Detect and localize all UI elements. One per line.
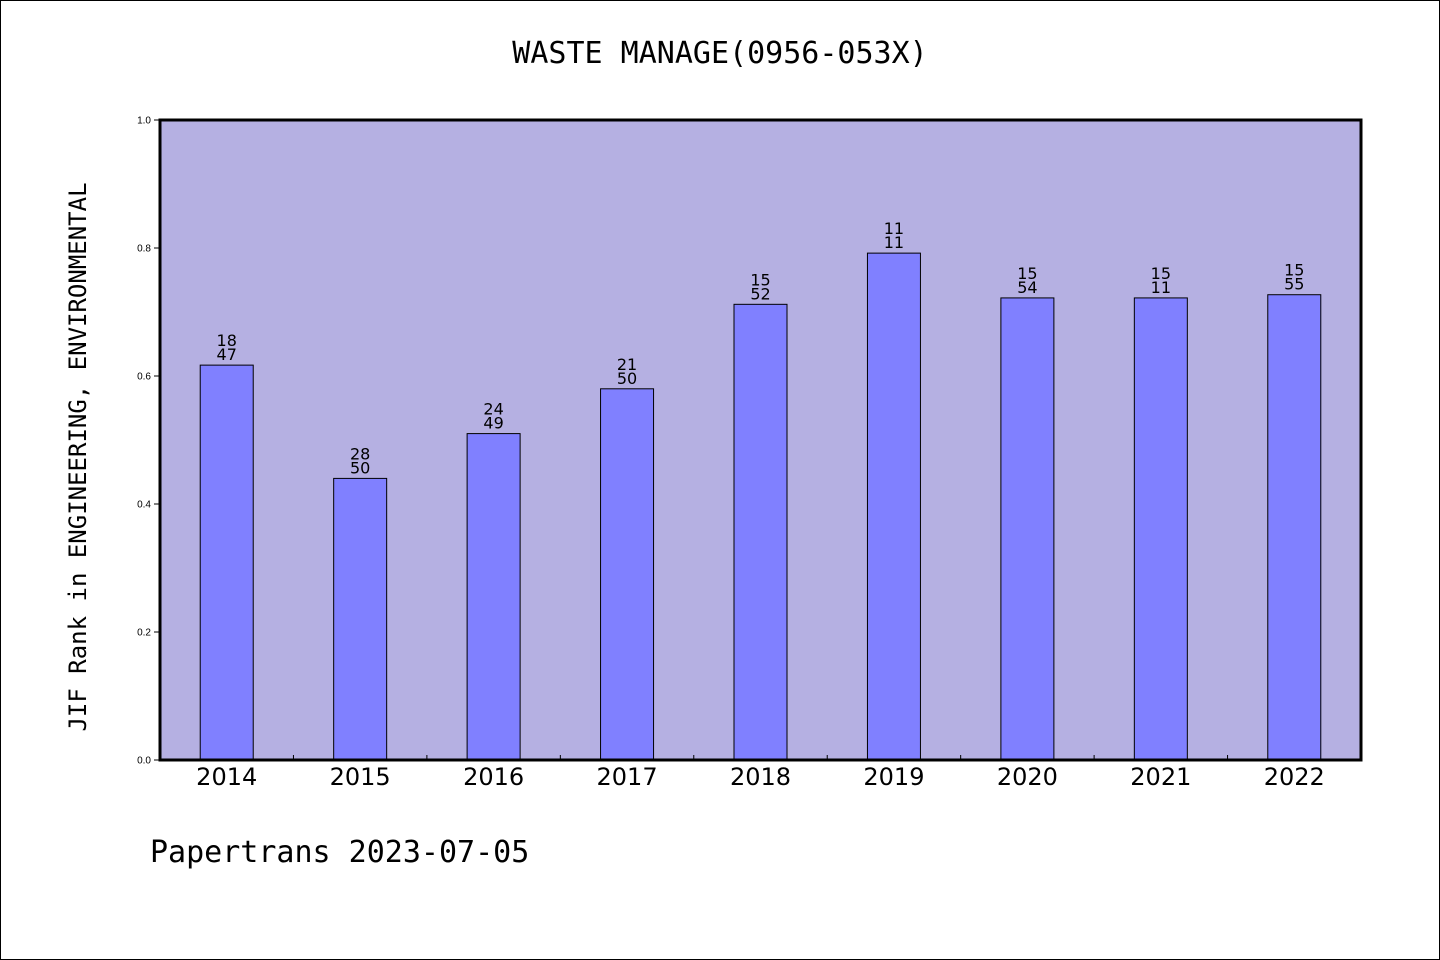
- bar-2019: [866, 252, 921, 761]
- bar-2018: [733, 303, 788, 761]
- bar-rank-label: 28: [350, 444, 370, 463]
- bar-total-label: 49: [483, 414, 503, 433]
- bar-total-label: 50: [350, 458, 370, 477]
- bar-total-label: 55: [1284, 275, 1304, 294]
- bar-2021: [1133, 297, 1188, 761]
- bar-2020: [1000, 297, 1055, 761]
- x-tick-label: 2014: [196, 763, 257, 791]
- bar-total-label: 11: [1151, 278, 1171, 297]
- bar-2014: [199, 364, 254, 761]
- bar-rank-label: 15: [1284, 261, 1304, 280]
- bar-2017: [600, 388, 655, 761]
- x-tick-label: 2021: [1130, 763, 1191, 791]
- y-tick-label: 0.6: [137, 372, 151, 383]
- bar-rank-label: 11: [884, 219, 904, 238]
- bar-rank-label: 24: [483, 400, 503, 419]
- bar-rank-label: 18: [217, 331, 237, 350]
- bar-total-label: 50: [617, 369, 637, 388]
- bar-rank-label: 15: [1017, 264, 1037, 283]
- plot-border: [158, 118, 1363, 762]
- y-tick-label: 0.8: [137, 244, 151, 255]
- bar-2022: [1267, 294, 1322, 761]
- x-tick-label: 2015: [330, 763, 391, 791]
- x-tick-label: 2020: [997, 763, 1058, 791]
- bar-total-label: 54: [1017, 278, 1037, 297]
- footer-credit: Papertrans 2023-07-05: [150, 835, 530, 870]
- bar-total-label: 47: [217, 345, 237, 364]
- x-tick-label: 2022: [1264, 763, 1325, 791]
- x-tick-label: 2019: [863, 763, 924, 791]
- y-tick-label: 0.4: [137, 500, 151, 511]
- bar-total-label: 52: [750, 284, 770, 303]
- bar-rank-label: 15: [750, 270, 770, 289]
- bar-2016: [466, 433, 521, 761]
- bar-total-label: 11: [884, 233, 904, 252]
- x-tick-label: 2017: [597, 763, 658, 791]
- y-tick-label: 0.0: [137, 756, 151, 767]
- bar-rank-label: 15: [1151, 264, 1171, 283]
- y-tick-label: 0.2: [137, 628, 151, 639]
- chart-title: WASTE MANAGE(0956-053X): [512, 36, 928, 71]
- bar-2015: [333, 477, 388, 761]
- x-tick-label: 2018: [730, 763, 791, 791]
- bar-rank-label: 21: [617, 355, 637, 374]
- y-tick-label: 1.0: [137, 116, 151, 127]
- x-tick-label: 2016: [463, 763, 524, 791]
